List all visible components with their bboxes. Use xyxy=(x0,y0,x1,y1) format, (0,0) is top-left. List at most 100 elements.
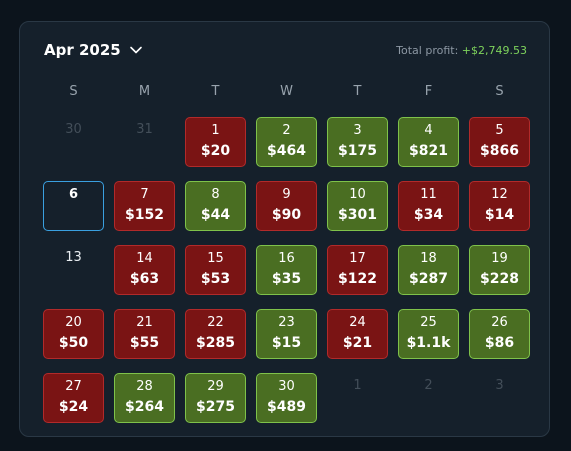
day-number: 4 xyxy=(424,123,433,138)
day-number: 20 xyxy=(65,315,82,330)
day-number: 16 xyxy=(278,251,295,266)
day-pnl-amount: $1.1k xyxy=(406,335,451,351)
calendar-day[interactable]: 29 $275 xyxy=(185,373,246,423)
calendar-day[interactable]: 1 $20 xyxy=(185,117,246,167)
day-number: 17 xyxy=(349,251,366,266)
day-number: 21 xyxy=(136,315,153,330)
calendar-day[interactable]: 16 $35 xyxy=(256,245,317,295)
day-number: 1 xyxy=(211,123,220,138)
day-pnl-amount: $285 xyxy=(196,335,235,351)
weekday-label: T xyxy=(353,84,362,99)
calendar-day[interactable]: 8 $44 xyxy=(185,181,246,231)
calendar-day[interactable]: 11 $34 xyxy=(398,181,459,231)
calendar-day[interactable]: 22 $285 xyxy=(185,309,246,359)
day-number: 28 xyxy=(136,379,153,394)
day-number: 3 xyxy=(353,123,362,138)
calendar-day-today[interactable]: 6 xyxy=(43,181,104,231)
day-pnl-amount: $275 xyxy=(196,399,235,415)
calendar-grid: 30 31 1 $20 2 $464 3 $175 4 $821 5 $866 6 7 $152 8 $44 9 $… xyxy=(43,117,530,423)
day-number: 10 xyxy=(349,187,366,202)
day-number: 24 xyxy=(349,315,366,330)
calendar-day[interactable]: 27 $24 xyxy=(43,373,104,423)
calendar-day[interactable]: 10 $301 xyxy=(327,181,388,231)
calendar-day[interactable]: 14 $63 xyxy=(114,245,175,295)
day-number: 2 xyxy=(424,378,433,393)
total-profit-value: +$2,749.53 xyxy=(461,43,527,57)
day-pnl-amount: $50 xyxy=(58,335,89,351)
day-number: 26 xyxy=(491,315,508,330)
calendar-header: Apr 2025 Total profit: +$2,749.53 xyxy=(44,40,527,60)
day-pnl-amount: $24 xyxy=(58,399,89,415)
calendar-day[interactable]: 24 $21 xyxy=(327,309,388,359)
day-pnl-amount: $90 xyxy=(271,207,302,223)
day-pnl-amount: $301 xyxy=(338,207,377,223)
day-pnl-amount: $152 xyxy=(125,207,164,223)
day-number: 11 xyxy=(420,187,437,202)
day-number: 30 xyxy=(278,379,295,394)
day-number: 1 xyxy=(353,378,362,393)
day-pnl-amount: $86 xyxy=(484,335,515,351)
day-pnl-amount: $464 xyxy=(267,143,306,159)
day-number: 8 xyxy=(211,187,220,202)
calendar-day[interactable]: 13 xyxy=(43,245,104,295)
calendar-day: 2 xyxy=(398,373,459,423)
calendar-day[interactable]: 2 $464 xyxy=(256,117,317,167)
day-number: 29 xyxy=(207,379,224,394)
calendar-day[interactable]: 25 $1.1k xyxy=(398,309,459,359)
calendar-day[interactable]: 21 $55 xyxy=(114,309,175,359)
day-number: 22 xyxy=(207,315,224,330)
calendar-day: 3 xyxy=(469,373,530,423)
day-pnl-amount: $63 xyxy=(129,271,160,287)
calendar-day[interactable]: 12 $14 xyxy=(469,181,530,231)
calendar-day[interactable]: 15 $53 xyxy=(185,245,246,295)
day-number: 19 xyxy=(491,251,508,266)
calendar-card: Apr 2025 Total profit: +$2,749.53 S M T W T F… xyxy=(19,21,550,437)
day-pnl-amount: $287 xyxy=(409,271,448,287)
day-number: 23 xyxy=(278,315,295,330)
calendar-day: 1 xyxy=(327,373,388,423)
day-pnl-amount: $175 xyxy=(338,143,377,159)
total-profit-label: Total profit: xyxy=(396,43,459,57)
day-number: 14 xyxy=(136,251,153,266)
calendar-day: 31 xyxy=(114,117,175,167)
total-profit: Total profit: +$2,749.53 xyxy=(396,44,527,57)
day-number: 27 xyxy=(65,379,82,394)
day-pnl-amount: $15 xyxy=(271,335,302,351)
calendar-day[interactable]: 19 $228 xyxy=(469,245,530,295)
day-number: 7 xyxy=(140,187,149,202)
calendar-day[interactable]: 5 $866 xyxy=(469,117,530,167)
day-pnl-amount: $53 xyxy=(200,271,231,287)
day-number: 12 xyxy=(491,187,508,202)
calendar-day[interactable]: 18 $287 xyxy=(398,245,459,295)
calendar-day[interactable]: 3 $175 xyxy=(327,117,388,167)
day-number: 13 xyxy=(65,250,82,265)
calendar-day[interactable]: 17 $122 xyxy=(327,245,388,295)
weekday-label: S xyxy=(69,84,78,99)
day-pnl-amount: $264 xyxy=(125,399,164,415)
day-pnl-amount: $21 xyxy=(342,335,373,351)
calendar-day[interactable]: 20 $50 xyxy=(43,309,104,359)
day-number: 25 xyxy=(420,315,437,330)
calendar-day[interactable]: 4 $821 xyxy=(398,117,459,167)
calendar-day[interactable]: 9 $90 xyxy=(256,181,317,231)
day-number: 18 xyxy=(420,251,437,266)
month-selector[interactable]: Apr 2025 xyxy=(44,41,143,59)
day-number: 2 xyxy=(282,123,291,138)
day-number: 30 xyxy=(65,122,82,137)
chevron-down-icon xyxy=(129,46,142,54)
day-pnl-amount: $489 xyxy=(267,399,306,415)
calendar-day[interactable]: 28 $264 xyxy=(114,373,175,423)
calendar-day[interactable]: 23 $15 xyxy=(256,309,317,359)
day-number: 9 xyxy=(282,187,291,202)
day-pnl-amount: $44 xyxy=(200,207,231,223)
day-pnl-amount: $35 xyxy=(271,271,302,287)
calendar-day[interactable]: 30 $489 xyxy=(256,373,317,423)
day-pnl-amount: $34 xyxy=(413,207,444,223)
day-number: 6 xyxy=(68,187,79,202)
day-number: 31 xyxy=(136,122,153,137)
day-pnl-amount: $122 xyxy=(338,271,377,287)
calendar-day[interactable]: 7 $152 xyxy=(114,181,175,231)
calendar-day[interactable]: 26 $86 xyxy=(469,309,530,359)
day-pnl-amount: $866 xyxy=(480,143,519,159)
